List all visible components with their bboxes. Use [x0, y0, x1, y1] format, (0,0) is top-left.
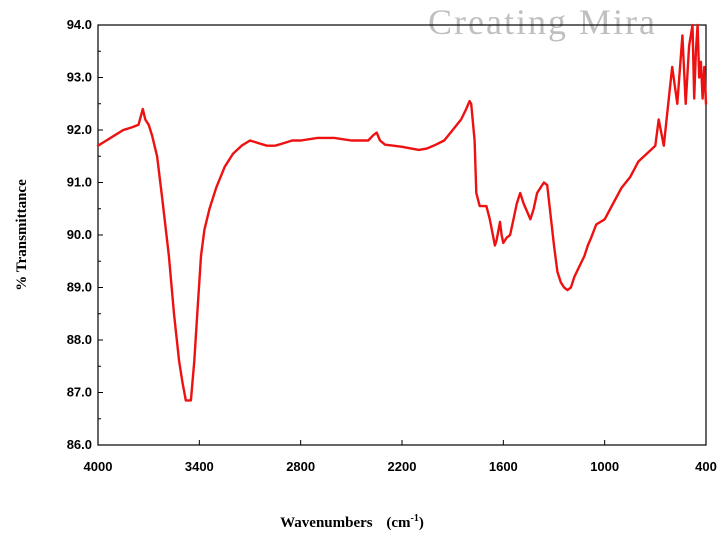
y-axis-title: % Transmittance	[14, 179, 30, 291]
watermark-text: Creating Mira	[428, 2, 657, 42]
x-axis-title-unit: (cm	[386, 515, 411, 531]
y-tick-label: 93.0	[67, 70, 92, 85]
x-axis-title-main: Wavenumbers	[280, 515, 373, 531]
spectrum-line	[96, 23, 708, 402]
y-tick-label: 94.0	[67, 17, 92, 32]
x-tick-label: 2200	[388, 459, 417, 474]
x-tick-label: 2800	[286, 459, 315, 474]
x-axis-title-unit-close: )	[419, 515, 424, 531]
x-tick-label: 400	[695, 459, 717, 474]
x-axis-title-unit-sup: -1	[411, 513, 419, 524]
x-axis-ticks: 4000 3400 2800 2200 1600 1000 400	[84, 440, 717, 474]
y-tick-label: 90.0	[67, 227, 92, 242]
x-tick-label: 4000	[84, 459, 113, 474]
y-tick-label: 91.0	[67, 175, 92, 190]
plot-frame	[97, 24, 707, 446]
y-tick-label: 89.0	[67, 280, 92, 295]
y-tick-label: 92.0	[67, 122, 92, 137]
plot-area: 86.0 87.0 88.0 89.0 90.0 91.0 92.0 93.0 94.0 400…	[67, 17, 717, 474]
y-tick-label: 86.0	[67, 437, 92, 452]
x-tick-label: 1000	[590, 459, 619, 474]
y-tick-label: 88.0	[67, 332, 92, 347]
y-axis-ticks: 86.0 87.0 88.0 89.0 90.0 91.0 92.0 93.0 94.0	[67, 17, 103, 452]
x-tick-label: 3400	[185, 459, 214, 474]
x-axis-title: Wavenumbers (cm-1)	[280, 513, 424, 531]
y-tick-label: 87.0	[67, 385, 92, 400]
x-tick-label: 1600	[489, 459, 518, 474]
